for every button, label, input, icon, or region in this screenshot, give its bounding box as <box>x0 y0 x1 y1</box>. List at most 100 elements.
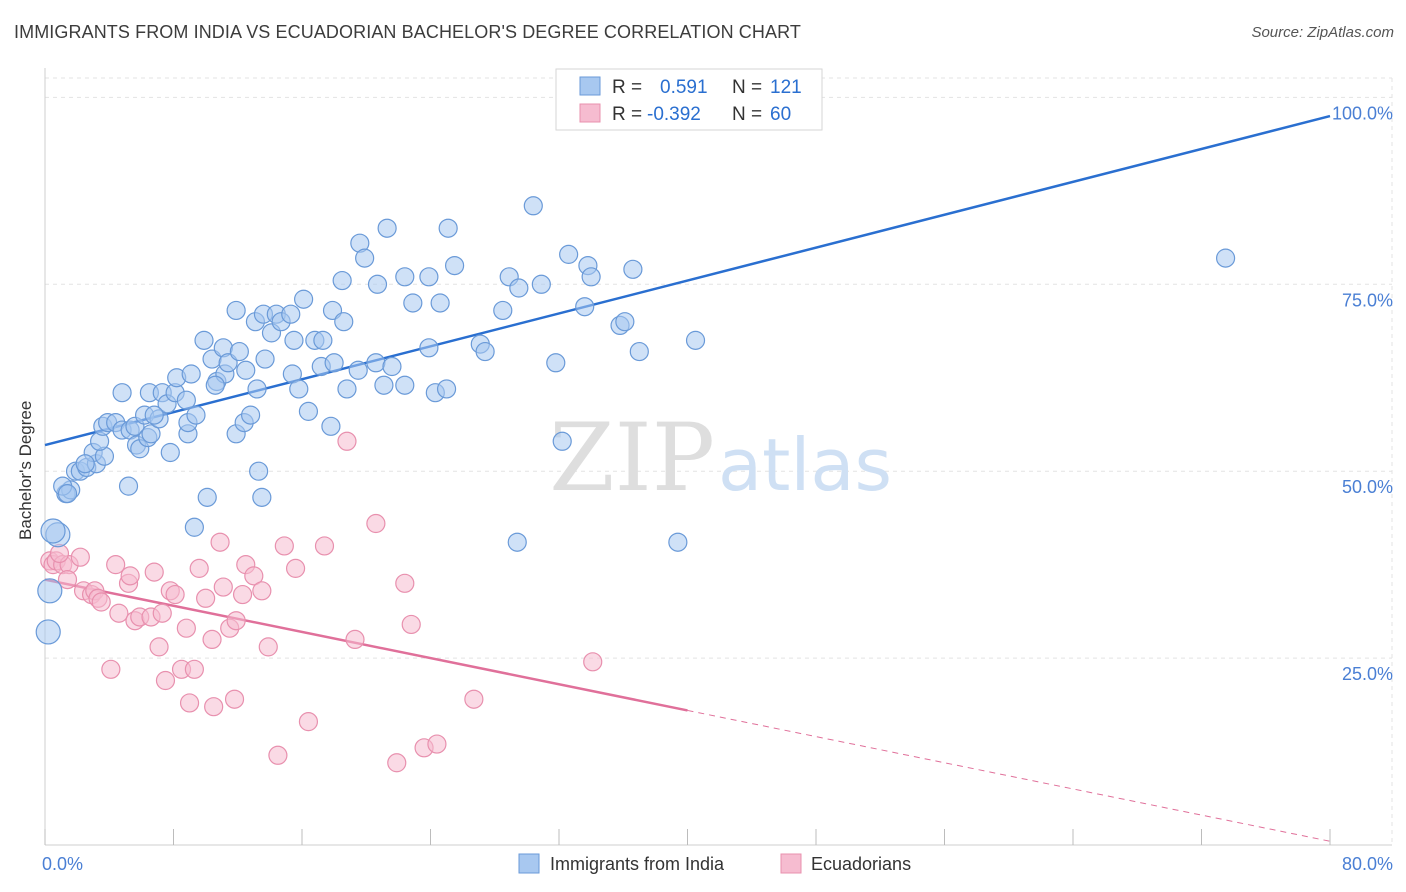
ecuador-n-value: 60 <box>770 104 791 125</box>
india-point <box>575 297 595 317</box>
ecuador-stats-swatch <box>579 103 601 123</box>
watermark-zip: ZIP <box>549 404 715 513</box>
ecuador-point <box>210 532 230 552</box>
india-point <box>493 300 513 321</box>
ecuador-point <box>268 745 288 765</box>
ecuador-r-label: R = <box>612 104 642 125</box>
ecuador-n-label: N = <box>732 104 762 125</box>
india-point <box>249 461 269 481</box>
india-point <box>668 532 688 552</box>
india-point <box>552 431 572 451</box>
ecuador-point <box>252 581 272 601</box>
x-tick-label-0: 0.0% <box>42 854 83 874</box>
india-trend <box>44 114 1331 447</box>
ecuador-point <box>298 712 319 732</box>
legend-india-label: Immigrants from India <box>550 854 725 874</box>
india-point <box>623 259 643 279</box>
india-point <box>184 517 204 537</box>
india-point <box>144 405 164 425</box>
ecuador-point <box>258 637 278 657</box>
ecuador-point <box>337 431 357 451</box>
stats-legend: R = 0.591 N = 121 R = -0.392 N = 60 <box>555 68 823 131</box>
india-point <box>395 267 415 287</box>
india-point <box>197 487 217 507</box>
india-point <box>57 484 78 504</box>
india-point <box>35 619 61 645</box>
ecuador-point <box>179 693 200 713</box>
india-point <box>382 356 402 377</box>
india-point <box>1215 248 1236 268</box>
legend-india-swatch <box>518 853 540 874</box>
india-point <box>298 401 319 421</box>
india-point <box>186 405 206 425</box>
legend-ecuador-swatch <box>780 853 802 874</box>
ecuador-r-value: -0.392 <box>647 104 701 125</box>
ecuador-point <box>204 697 224 717</box>
india-point <box>436 379 457 399</box>
tick-labels: 25.0% 50.0% 75.0% 100.0% 0.0% 80.0% <box>42 103 1393 874</box>
y-tick-label-0: 25.0% <box>1342 664 1393 684</box>
india-point <box>37 578 63 604</box>
india-point <box>229 341 249 362</box>
india-r-value: 0.591 <box>660 77 708 98</box>
india-point <box>313 330 333 350</box>
india-point <box>118 476 139 496</box>
india-point <box>332 270 352 291</box>
india-point <box>438 218 458 238</box>
india-point <box>241 405 261 425</box>
y-tick-label-2: 75.0% <box>1342 290 1393 310</box>
ecuador-point <box>176 618 196 638</box>
ecuador-point <box>152 603 172 623</box>
india-point <box>112 383 132 403</box>
ecuador-point <box>106 555 126 575</box>
ecuador-point <box>226 611 246 631</box>
india-point <box>531 274 551 294</box>
ecuador-point <box>57 569 78 590</box>
bottom-legend: Immigrants from India Ecuadorians <box>518 853 911 874</box>
india-point <box>475 341 495 362</box>
india-point <box>377 218 397 238</box>
india-point <box>629 341 649 362</box>
ecuador-point <box>345 629 365 650</box>
india-point <box>247 379 267 399</box>
india-point <box>205 375 225 395</box>
india-point <box>559 244 579 264</box>
india-point <box>181 364 201 384</box>
y-tick-label-3: 100.0% <box>1332 103 1393 123</box>
x-tick-label-1: 80.0% <box>1342 854 1393 874</box>
ecuador-point <box>232 584 253 605</box>
axes <box>44 68 1392 846</box>
ecuador-point <box>196 588 216 608</box>
india-r-label: R = <box>612 77 642 98</box>
india-point <box>546 353 566 373</box>
ecuador-point <box>101 659 121 679</box>
watermark-atlas: atlas <box>718 423 892 507</box>
ecuador-point <box>91 592 111 612</box>
india-point <box>403 293 423 313</box>
ecuador-trend-solid <box>44 578 688 712</box>
ecuador-point <box>224 689 245 709</box>
ecuador-point <box>120 566 140 586</box>
ecuador-point <box>427 734 447 754</box>
ecuador-point <box>395 573 415 593</box>
india-stats-swatch <box>579 76 601 96</box>
ecuador-point <box>401 614 421 635</box>
ecuador-point <box>109 603 129 623</box>
india-point <box>75 454 95 474</box>
india-point <box>40 518 66 544</box>
ecuador-point <box>189 558 209 578</box>
india-point <box>160 442 180 463</box>
india-point <box>334 312 354 332</box>
india-n-value: 121 <box>770 77 802 98</box>
india-point <box>419 338 439 358</box>
india-point <box>348 360 368 380</box>
ecuador-point <box>213 577 233 597</box>
ecuador-trend-dashed <box>687 709 1331 842</box>
india-point <box>685 330 706 350</box>
india-point <box>324 353 344 373</box>
ecuador-trend-line <box>44 578 1331 842</box>
india-point <box>289 379 309 399</box>
watermark: ZIP atlas <box>549 404 892 513</box>
ecuador-point <box>149 637 169 657</box>
ecuador-point <box>155 670 176 691</box>
